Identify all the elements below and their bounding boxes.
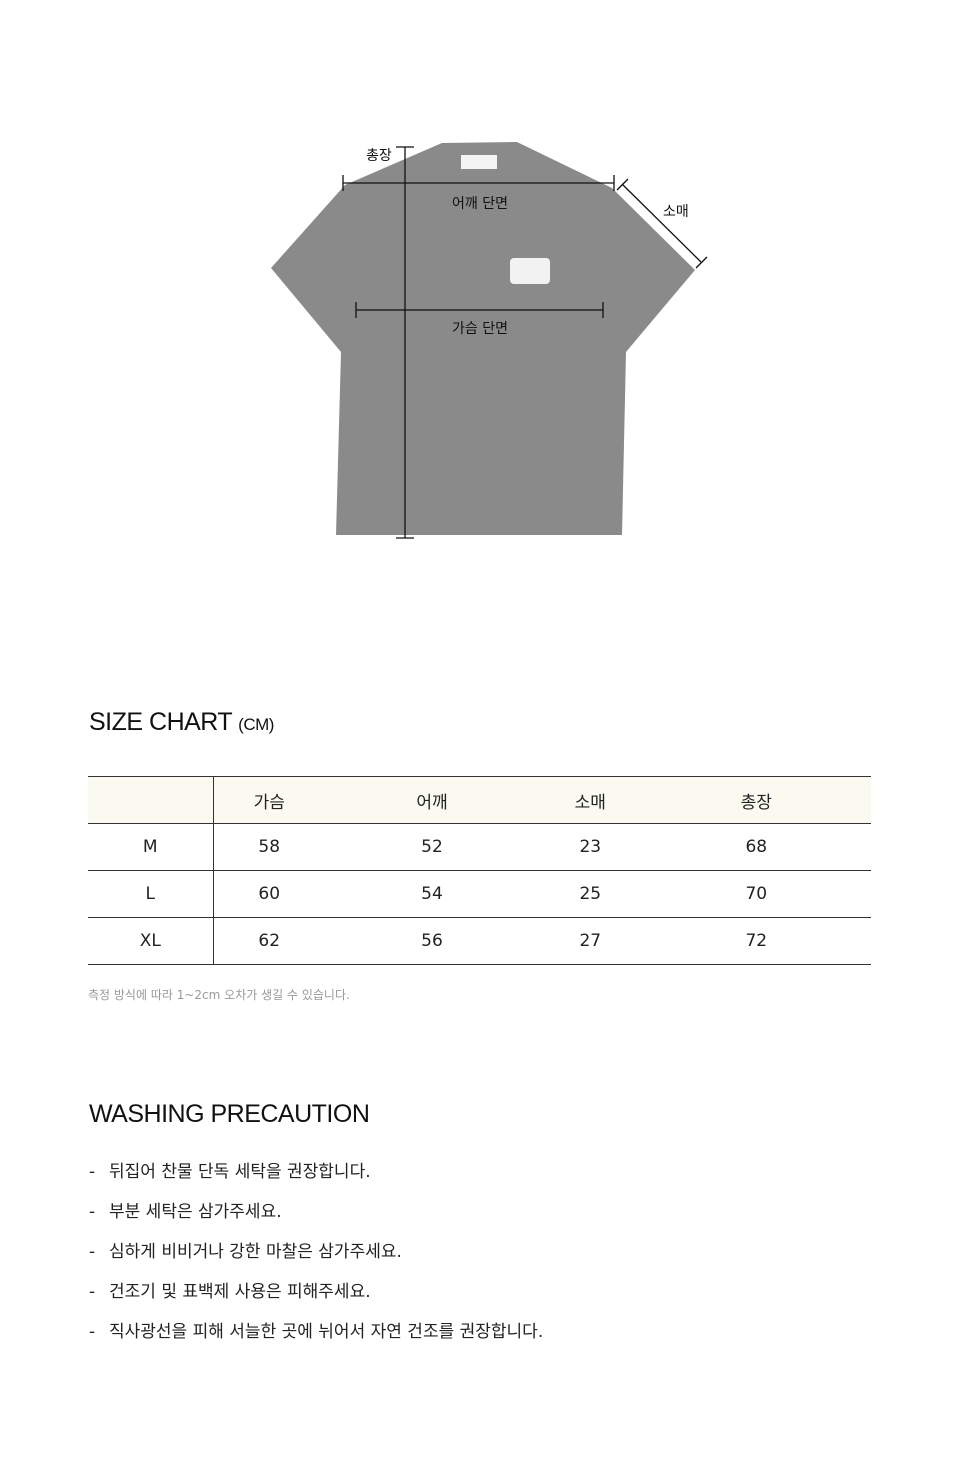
header-cell: 소매 bbox=[538, 776, 642, 824]
shoulder-label: 어깨 단면 bbox=[452, 196, 508, 212]
list-item-text: 건조기 및 표백제 사용은 피해주세요. bbox=[109, 1282, 371, 1302]
header-cell bbox=[88, 776, 214, 824]
size-diagram: 총장 어깨 단면 소매 가슴 단면 bbox=[271, 142, 708, 539]
sleeve-label: 소매 bbox=[663, 204, 689, 220]
table-row: XL 62 56 27 72 bbox=[88, 917, 871, 965]
table-cell: M bbox=[88, 823, 214, 871]
measure-lines bbox=[342, 146, 708, 539]
size-chart-title: SIZE CHART (CM) bbox=[89, 708, 274, 737]
table-cell: 54 bbox=[324, 870, 539, 918]
table-cell: 72 bbox=[641, 917, 871, 965]
table-row: M 58 52 23 68 bbox=[88, 823, 871, 871]
size-chart-heading: SIZE CHART bbox=[89, 708, 232, 736]
dash-bullet: - bbox=[89, 1242, 96, 1262]
table-cell: 56 bbox=[324, 917, 539, 965]
washing-title: WASHING PRECAUTION bbox=[89, 1100, 370, 1128]
table-cell: 68 bbox=[641, 823, 871, 871]
dash-bullet: - bbox=[89, 1162, 96, 1182]
table-cell: 25 bbox=[538, 870, 642, 918]
table-row: L 60 54 25 70 bbox=[88, 870, 871, 918]
measurement-note: 측정 방식에 따라 1~2cm 오차가 생길 수 있습니다. bbox=[88, 988, 350, 1002]
dash-bullet: - bbox=[89, 1282, 96, 1302]
table-header-row: 가슴 어깨 소매 총장 bbox=[88, 776, 871, 824]
dash-bullet: - bbox=[89, 1322, 96, 1342]
size-table: 가슴 어깨 소매 총장 M 58 52 23 68 L 60 54 25 70 XL 62 56 27 72 bbox=[88, 776, 871, 965]
dash-bullet: - bbox=[89, 1202, 96, 1222]
table-cell: XL bbox=[88, 917, 214, 965]
list-item-text: 직사광선을 피해 서늘한 곳에 뉘어서 자연 건조를 권장합니다. bbox=[109, 1322, 544, 1342]
table-cell: 70 bbox=[641, 870, 871, 918]
list-item-text: 부분 세탁은 삼가주세요. bbox=[109, 1202, 282, 1222]
table-cell: 60 bbox=[213, 870, 325, 918]
list-item-text: 뒤집어 찬물 단독 세탁을 권장합니다. bbox=[109, 1162, 371, 1182]
neck-label-tag bbox=[461, 155, 497, 169]
header-cell: 가슴 bbox=[213, 776, 325, 824]
table-cell: 27 bbox=[538, 917, 642, 965]
header-cell: 총장 bbox=[641, 776, 871, 824]
chest-label: 가슴 단면 bbox=[452, 321, 508, 337]
list-item: - 심하게 비비거나 강한 마찰은 삼가주세요. bbox=[89, 1238, 543, 1278]
list-item: - 부분 세탁은 삼가주세요. bbox=[89, 1198, 543, 1238]
list-item: - 직사광선을 피해 서늘한 곳에 뉘어서 자연 건조를 권장합니다. bbox=[89, 1318, 543, 1358]
table-cell: 58 bbox=[213, 823, 325, 871]
table-cell: 62 bbox=[213, 917, 325, 965]
header-cell: 어깨 bbox=[324, 776, 539, 824]
length-label: 총장 bbox=[366, 148, 392, 164]
list-item: - 건조기 및 표백제 사용은 피해주세요. bbox=[89, 1278, 543, 1318]
tshirt-image bbox=[271, 142, 695, 535]
list-item-text: 심하게 비비거나 강한 마찰은 삼가주세요. bbox=[109, 1242, 402, 1262]
list-item: - 뒤집어 찬물 단독 세탁을 권장합니다. bbox=[89, 1158, 543, 1198]
table-cell: 23 bbox=[538, 823, 642, 871]
size-chart-unit: (CM) bbox=[238, 715, 274, 734]
chest-print-graphic bbox=[510, 258, 550, 284]
washing-list: - 뒤집어 찬물 단독 세탁을 권장합니다. - 부분 세탁은 삼가주세요. - 심하게 … bbox=[89, 1158, 543, 1358]
table-cell: L bbox=[88, 870, 214, 918]
table-cell: 52 bbox=[324, 823, 539, 871]
